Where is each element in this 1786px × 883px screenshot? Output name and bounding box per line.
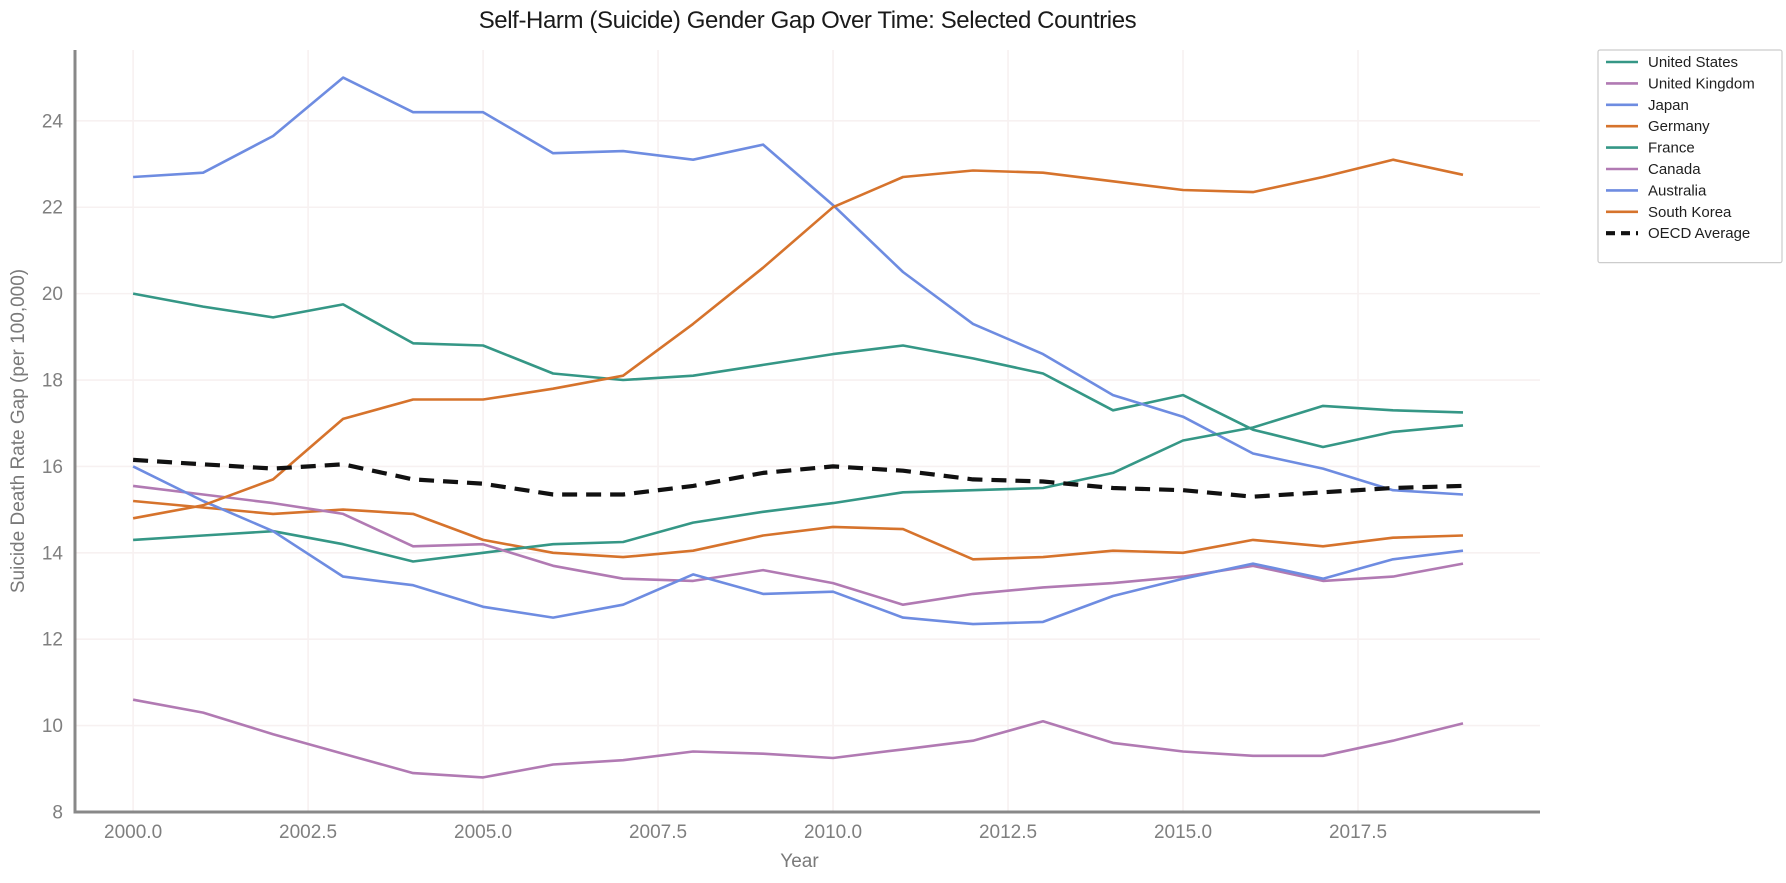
legend-item[interactable]: France [1606, 140, 1695, 157]
legend-label: South Korea [1648, 204, 1732, 221]
x-tick-label: 2007.5 [629, 822, 687, 843]
legend-item[interactable]: Japan [1606, 97, 1689, 114]
series-line-australia [132, 465, 1464, 626]
legend-label: France [1648, 140, 1695, 157]
y-tick-label: 14 [42, 543, 64, 564]
y-tick-label: 20 [42, 284, 63, 305]
legend-item[interactable]: Canada [1606, 161, 1701, 178]
series-line-south-korea [132, 158, 1464, 520]
legend-label: Australia [1648, 182, 1707, 199]
legend-label: Germany [1648, 118, 1710, 135]
legend-item[interactable]: Australia [1606, 182, 1707, 199]
series-line-canada [132, 484, 1464, 607]
legend-label: United Kingdom [1648, 75, 1755, 92]
y-tick-label: 8 [52, 803, 63, 824]
series-line-france [133, 404, 1464, 563]
legend: United States United Kingdom Japan Germany F… [1597, 49, 1783, 264]
legend-item[interactable]: OECD Average [1606, 225, 1750, 242]
series-line-japan [133, 76, 1464, 496]
x-axis-title: Year [780, 851, 819, 872]
x-tick-label: 2010.0 [804, 822, 862, 843]
legend-item[interactable]: United States [1606, 54, 1738, 71]
series-line-oecd-average [132, 457, 1464, 499]
x-tick-label: 2015.0 [1154, 822, 1212, 843]
legend-item[interactable]: United Kingdom [1606, 75, 1755, 92]
chart-title: Self-Harm (Suicide) Gender Gap Over Time… [479, 7, 1137, 34]
y-tick-label: 24 [42, 111, 64, 132]
y-axis-title: Suicide Death Rate Gap (per 100,000) [8, 269, 29, 593]
legend-label: Japan [1648, 97, 1689, 114]
x-tick-label: 2005.0 [454, 822, 512, 843]
legend-label: United States [1648, 54, 1738, 71]
legend-item[interactable]: South Korea [1606, 204, 1732, 221]
y-tick-label: 16 [42, 457, 63, 478]
series-line-united-states [132, 292, 1464, 449]
legend-box [1597, 49, 1783, 264]
x-tick-label: 2017.5 [1329, 822, 1387, 843]
gridlines [75, 50, 1540, 813]
x-tick-label: 2002.5 [279, 822, 337, 843]
legend-label: OECD Average [1648, 225, 1750, 242]
y-tick-label: 18 [42, 371, 63, 392]
tick-labels: 2000.0 2002.5 2005.0 2007.5 2010.0 2012.5 2015… [42, 111, 1387, 843]
legend-item[interactable]: Germany [1606, 118, 1710, 135]
series-line-united-kingdom [132, 698, 1464, 779]
axis-spines [73, 50, 1540, 814]
series-line-germany [132, 499, 1464, 561]
y-tick-label: 10 [42, 716, 63, 737]
legend-label: Canada [1648, 161, 1701, 178]
series-lines [132, 76, 1464, 779]
y-tick-label: 22 [42, 198, 63, 219]
x-tick-label: 2000.0 [104, 822, 162, 843]
x-tick-label: 2012.5 [979, 822, 1037, 843]
y-tick-label: 12 [42, 630, 63, 651]
